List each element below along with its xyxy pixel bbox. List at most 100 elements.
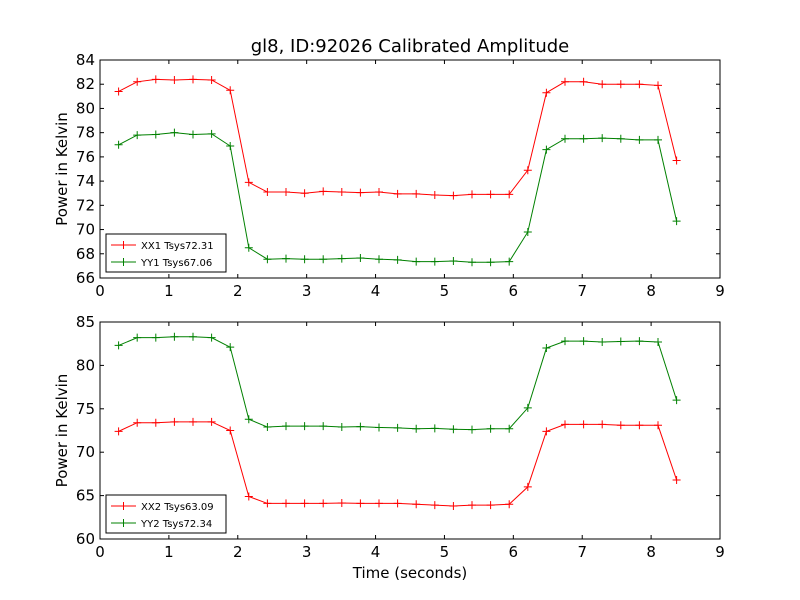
data-point [430, 191, 439, 200]
data-point [449, 191, 458, 200]
legend-box [105, 233, 227, 273]
data-point [319, 187, 328, 196]
data-point [226, 426, 235, 435]
series-1 [114, 75, 681, 200]
data-point [430, 501, 439, 510]
data-point [579, 134, 588, 143]
legend-marker [119, 519, 128, 527]
data-point [151, 130, 160, 139]
legend: XX2 Tsys63.09 YY2 Tsys72.34 [105, 494, 227, 534]
y-tick-label: 80 [76, 356, 95, 374]
data-point [263, 188, 272, 197]
data-point [114, 140, 123, 149]
y-tick-label: 82 [76, 75, 95, 93]
x-tick-label: 8 [646, 282, 656, 300]
data-point [430, 424, 439, 433]
data-point [523, 166, 532, 175]
data-point [654, 421, 662, 430]
legend-entry-label: XX1 Tsys72.31 [141, 241, 214, 252]
data-point [616, 421, 625, 430]
x-tick-label: 5 [440, 543, 450, 561]
data-point [319, 499, 328, 508]
data-point [263, 423, 272, 432]
data-point [170, 332, 179, 341]
data-point [579, 337, 588, 346]
subplot-2: 0 1 2 3 4 5 6 7 8 9 60 65 70 75 80 85 Power in Kelvin XX2… [53, 313, 725, 561]
legend-marker [119, 258, 128, 266]
data-point [468, 258, 476, 267]
x-axis-label: Time (seconds) [352, 564, 468, 582]
x-tick-label: 1 [164, 282, 174, 300]
data-point [505, 424, 514, 433]
data-point [579, 420, 588, 429]
y-tick-label: 74 [76, 172, 95, 190]
data-point [189, 332, 197, 341]
data-point [505, 257, 514, 266]
x-tick-label: 8 [646, 543, 656, 561]
data-point [133, 333, 142, 342]
data-point [356, 254, 365, 263]
data-point [523, 227, 532, 236]
data-point [375, 188, 383, 197]
data-point [616, 337, 625, 346]
data-point [616, 134, 625, 143]
data-point [375, 499, 383, 508]
data-point [189, 417, 197, 426]
series-1 [114, 417, 681, 511]
data-point [412, 500, 421, 509]
data-point [505, 500, 514, 509]
legend-entry-label: YY2 Tsys72.34 [140, 519, 212, 530]
data-point [449, 257, 458, 266]
y-axis-label: Power in Kelvin [53, 112, 71, 226]
data-point [337, 254, 346, 263]
data-point [486, 258, 495, 267]
data-point [375, 255, 383, 264]
data-point [375, 423, 383, 432]
data-point [579, 77, 588, 86]
x-tick-label: 4 [371, 543, 381, 561]
data-point [635, 135, 644, 144]
y-tick-label: 65 [76, 487, 95, 505]
data-point [282, 254, 290, 263]
data-point [542, 88, 551, 97]
legend-marker [119, 502, 128, 510]
data-point [300, 189, 309, 198]
data-point [114, 341, 123, 350]
data-point [151, 418, 160, 427]
x-tick-label: 2 [233, 282, 243, 300]
data-point [430, 257, 439, 266]
x-tick-label: 0 [95, 543, 105, 561]
data-point [635, 337, 644, 346]
data-point [616, 80, 625, 89]
data-point [114, 87, 123, 96]
data-point [263, 499, 272, 508]
data-point [672, 156, 681, 165]
data-point [263, 255, 272, 264]
x-tick-label: 5 [440, 282, 450, 300]
y-tick-label: 76 [76, 148, 95, 166]
data-point [393, 499, 402, 508]
x-tick-label: 7 [577, 543, 587, 561]
data-point [337, 498, 346, 507]
data-point [672, 396, 681, 405]
data-point [598, 134, 607, 143]
data-point [356, 499, 365, 508]
legend-entry-label: YY1 Tsys67.06 [140, 258, 212, 269]
plot-frame [99, 321, 721, 540]
data-point [282, 422, 290, 431]
data-point [170, 417, 179, 426]
data-point [170, 128, 179, 137]
y-tick-label: 80 [76, 99, 95, 117]
y-tick-label: 72 [76, 196, 95, 214]
x-tick-label: 6 [509, 543, 519, 561]
data-point [244, 178, 253, 187]
legend-entry-label: XX2 Tsys63.09 [141, 502, 214, 513]
data-point [523, 403, 532, 412]
data-point [189, 75, 197, 84]
data-point [598, 420, 607, 429]
data-point [393, 423, 402, 432]
series-2 [114, 128, 681, 267]
